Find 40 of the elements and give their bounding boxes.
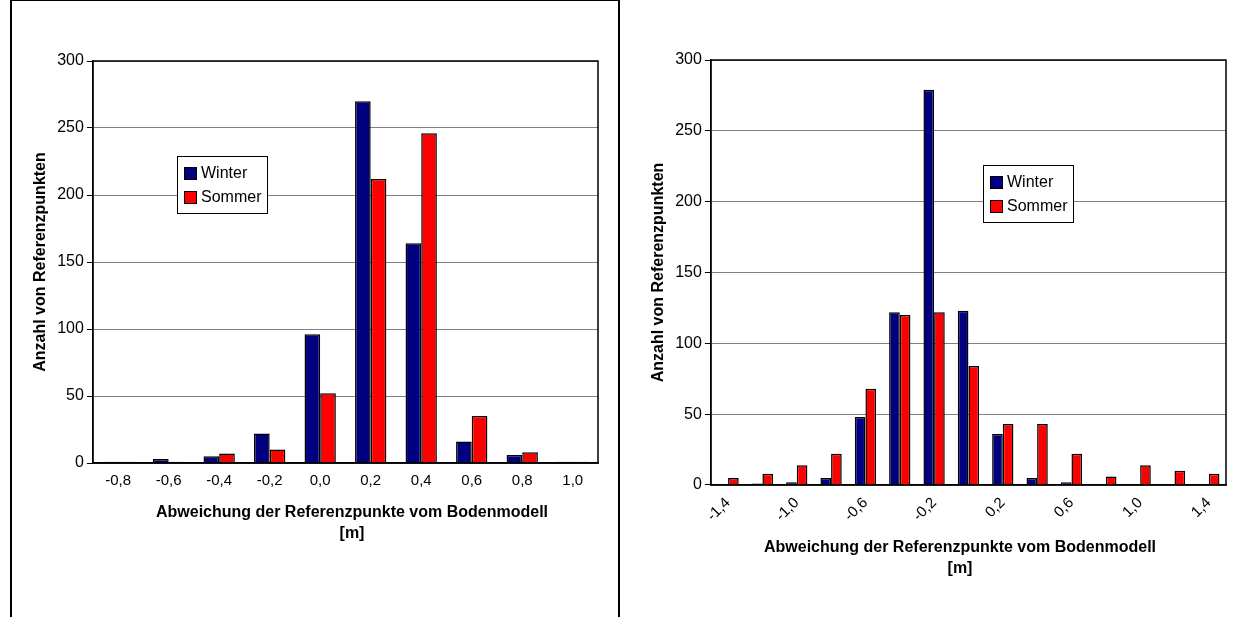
y-tick-label: 200 [57, 185, 84, 203]
y-tick-label: 300 [675, 50, 702, 68]
x-tick-label: -0,6 [155, 471, 182, 489]
y-tick-label: 300 [57, 51, 84, 69]
y-tick-label: 100 [57, 319, 84, 337]
legend-label: Winter [201, 164, 248, 182]
x-tick-label: 0,4 [410, 471, 432, 489]
y-tick-label: 50 [66, 386, 84, 404]
y-axis-title: Anzahl von Referenzpunkten [31, 152, 49, 372]
x-tick-label: 1,0 [1118, 493, 1146, 521]
y-tick-label: 100 [675, 333, 702, 351]
y-tick-label: 0 [74, 453, 84, 471]
x-tick-label: -1,0 [771, 493, 802, 524]
x-tick-label: -1,4 [702, 493, 734, 524]
x-tick-label: -0,8 [105, 471, 132, 489]
x-tick-label: 0,2 [981, 493, 1008, 521]
x-tick-label: 1,4 [1187, 493, 1214, 521]
y-tick-label: 0 [692, 475, 702, 493]
x-tick-label: 1,0 [562, 471, 584, 489]
x-tick-label: 0,6 [461, 471, 483, 489]
y-tick-label: 250 [57, 118, 84, 136]
legend-label: Winter [1007, 173, 1054, 191]
legend-label: Sommer [201, 188, 262, 206]
x-tick-label: 0,6 [1049, 493, 1077, 521]
x-tick-label: 0,8 [511, 471, 533, 489]
x-axis-title: Abweichung der Referenzpunkte vom Bodenmodell [m] [762, 537, 1157, 578]
x-tick-label: -0,6 [840, 493, 871, 524]
x-tick-label: -0,2 [256, 471, 283, 489]
x-tick-label: 0,0 [309, 471, 331, 489]
y-tick-label: 50 [684, 404, 702, 422]
x-axis-title: Abweichung der Referenzpunkte vom Bodenmodell [m] [154, 502, 549, 543]
x-tick-label: -0,4 [206, 471, 233, 489]
y-tick-label: 150 [57, 252, 84, 270]
y-tick-label: 250 [675, 121, 702, 139]
x-tick-label: -0,2 [908, 493, 940, 524]
y-axis-title: Anzahl von Referenzpunkten [649, 162, 667, 383]
x-tick-label: 0,2 [360, 471, 382, 489]
legend-label: Sommer [1007, 197, 1068, 215]
y-tick-label: 150 [675, 262, 702, 280]
y-tick-label: 200 [675, 192, 702, 210]
